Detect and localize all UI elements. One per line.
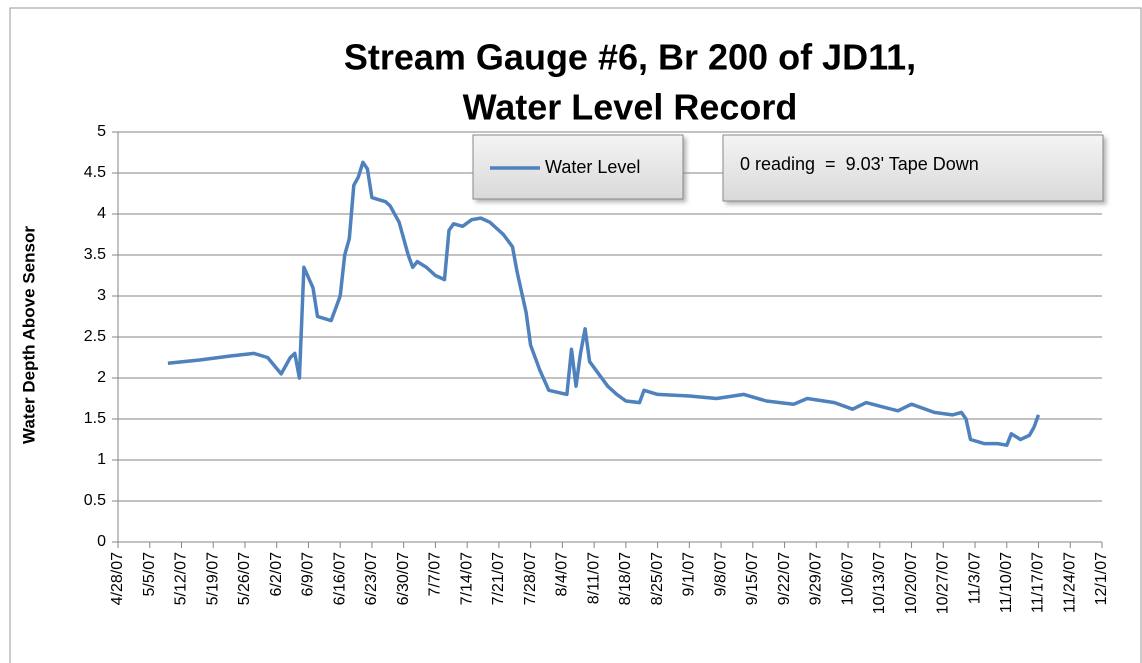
y-tick-label: 4 xyxy=(97,205,106,222)
x-tick-label: 9/29/07 xyxy=(808,552,825,605)
x-tick-label: 7/14/07 xyxy=(458,552,475,605)
x-tick-label: 8/4/07 xyxy=(554,552,571,597)
y-tick-label: 4.5 xyxy=(84,164,106,181)
y-tick-label: 5 xyxy=(97,123,106,140)
data-line xyxy=(167,160,1041,447)
y-axis-label: Water Depth Above Sensor xyxy=(19,226,38,444)
x-tick-label: 7/21/07 xyxy=(490,552,507,605)
x-tick-label: 5/19/07 xyxy=(204,552,221,605)
x-tick-label: 10/6/07 xyxy=(839,552,856,605)
y-tick-label: 0 xyxy=(97,533,106,550)
x-tick-label: 10/20/07 xyxy=(903,552,920,614)
x-tick-label: 8/25/07 xyxy=(649,552,666,605)
x-tick-label: 9/8/07 xyxy=(712,552,729,597)
x-tick-label: 6/2/07 xyxy=(268,552,285,597)
chart-border xyxy=(9,7,1142,663)
y-tick-label: 1.5 xyxy=(84,410,106,427)
x-tick-label: 11/10/07 xyxy=(998,552,1015,613)
chart-title: Water Level Record xyxy=(463,87,798,128)
x-tick-label: 5/5/07 xyxy=(141,552,158,597)
x-tick-label: 4/28/07 xyxy=(109,552,126,605)
x-tick-label: 10/27/07 xyxy=(935,552,952,614)
y-tick-label: 3 xyxy=(97,287,106,304)
x-tick-label: 11/3/07 xyxy=(966,552,983,604)
x-tick-label: 7/7/07 xyxy=(427,552,444,597)
y-tick-label: 0.5 xyxy=(84,492,106,509)
y-tick-label: 2 xyxy=(97,369,106,386)
y-tick-label: 1 xyxy=(97,451,106,468)
x-tick-label: 6/23/07 xyxy=(363,552,380,605)
annotation: 0 reading = 9.03' Tape Down xyxy=(740,154,979,174)
x-tick-label: 11/24/07 xyxy=(1061,552,1078,613)
chart-title: Stream Gauge #6, Br 200 of JD11, xyxy=(344,37,916,78)
y-tick-label: 2.5 xyxy=(84,328,106,345)
x-tick-label: 8/11/07 xyxy=(585,552,602,604)
x-tick-label: 9/22/07 xyxy=(776,552,793,605)
x-tick-label: 7/28/07 xyxy=(522,552,539,605)
x-tick-label: 6/30/07 xyxy=(395,552,412,605)
x-tick-label: 11/17/07 xyxy=(1030,552,1047,613)
x-tick-label: 5/26/07 xyxy=(236,552,253,605)
x-tick-label: 9/15/07 xyxy=(744,552,761,605)
x-tick-label: 9/1/07 xyxy=(681,552,698,597)
legend-label: Water Level xyxy=(545,157,640,177)
x-tick-label: 12/1/07 xyxy=(1093,552,1110,605)
y-tick-label: 3.5 xyxy=(84,246,106,263)
x-tick-label: 5/12/07 xyxy=(173,552,190,605)
annotation-box xyxy=(722,134,1104,202)
x-tick-label: 10/13/07 xyxy=(871,552,888,614)
x-tick-label: 6/9/07 xyxy=(300,552,317,597)
x-tick-label: 6/16/07 xyxy=(331,552,348,605)
x-tick-label: 8/18/07 xyxy=(617,552,634,605)
